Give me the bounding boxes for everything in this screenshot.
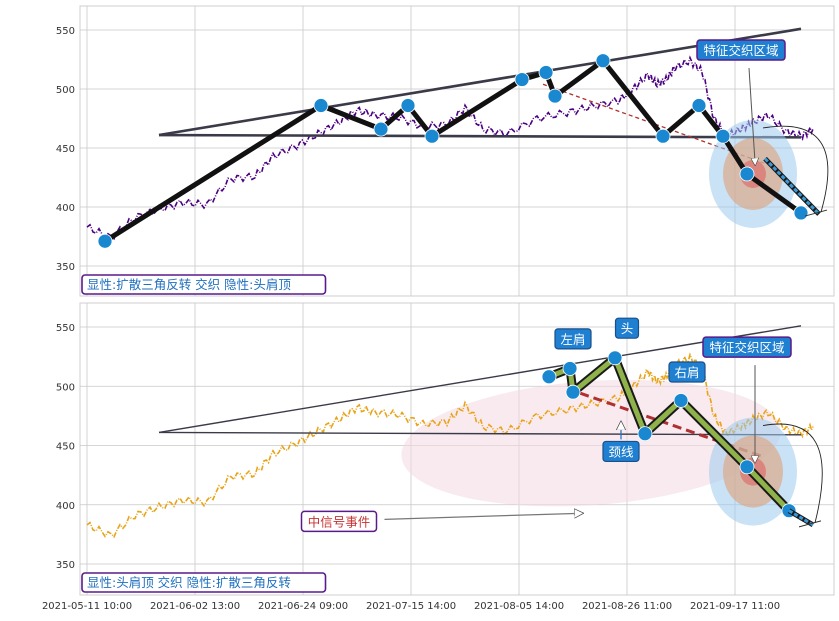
projection-tick (798, 520, 822, 528)
zone-arrow (748, 68, 755, 162)
pattern-node (313, 98, 329, 113)
y-tick-label: 550 (56, 323, 75, 334)
zone-label: 特征交织区域 (703, 43, 778, 58)
trendline-lower (158, 133, 802, 139)
signal-label: 中信号事件 (308, 514, 371, 529)
pattern-node (97, 233, 113, 249)
trendline-upper (158, 325, 802, 434)
x-tick-label: 2021-07-15 14:00 (366, 601, 456, 612)
projection-tick (804, 209, 828, 217)
pattern-node (373, 121, 389, 137)
pattern-node (595, 53, 611, 69)
x-tick-label: 2021-08-26 11:00 (582, 601, 672, 612)
x-axis: 2021-05-11 10:00 2021-06-02 13:00 2021-06-… (42, 601, 780, 612)
pattern-node (565, 384, 581, 400)
caption-text: 显性:扩散三角反转 交织 隐性:头肩顶 (87, 277, 291, 292)
y-tick-label: 350 (56, 262, 75, 273)
trendline-lower (158, 431, 802, 436)
pattern-node (562, 361, 578, 376)
trendline-upper (158, 27, 802, 137)
pattern-node (793, 205, 809, 221)
x-tick-label: 2021-06-24 09:00 (258, 601, 348, 612)
pattern-node (691, 98, 707, 113)
caption-text: 显性:头肩顶 交织 隐性:扩散三角反转 (87, 575, 291, 590)
x-tick-label: 2021-08-05 14:00 (474, 601, 564, 612)
pattern-node (637, 426, 653, 442)
pattern-node (607, 350, 623, 366)
zone-badge (696, 39, 786, 61)
projection-line (763, 157, 821, 216)
pattern-node (739, 166, 755, 182)
zone-badge (702, 336, 792, 358)
y-tick-label: 400 (56, 203, 75, 214)
pattern-label: 右肩 (674, 365, 699, 380)
pattern-node (514, 72, 530, 87)
projection-line (788, 509, 814, 527)
x-tick-label: 2021-06-02 13:00 (150, 601, 240, 612)
pattern-badge (602, 440, 640, 463)
y-tick-label: 450 (56, 442, 75, 453)
projection-arc (762, 423, 823, 524)
pattern-badge (554, 328, 592, 350)
plot-body (86, 27, 829, 249)
price-series-line (86, 352, 814, 539)
pattern-node (547, 88, 563, 104)
zone-label: 特征交织区域 (709, 340, 784, 355)
x-tick-label: 2021-09-17 11:00 (690, 601, 780, 612)
pattern-badge (614, 317, 640, 339)
pattern-badge (668, 361, 706, 383)
pattern-node (400, 98, 416, 113)
caption-box (81, 274, 327, 295)
y-tick-label: 500 (56, 382, 75, 393)
y-tick-label: 550 (56, 26, 75, 37)
pattern-label: 颈线 (608, 444, 634, 459)
x-tick-label: 2021-05-11 10:00 (42, 601, 132, 612)
pattern-node (715, 128, 731, 144)
y-tick-label: 350 (56, 560, 75, 571)
pattern-node (424, 128, 440, 144)
pattern-label: 左肩 (560, 332, 585, 347)
pattern-node (673, 393, 689, 408)
projection-arc (762, 125, 829, 213)
pattern-node (739, 459, 755, 475)
pattern-node (655, 128, 671, 144)
plot-body (86, 325, 823, 539)
pattern-node (541, 369, 557, 385)
signal-arrow (384, 513, 580, 520)
y-tick-label: 500 (56, 85, 75, 96)
signal-badge (300, 510, 378, 533)
y-tick-label: 400 (56, 501, 75, 512)
y-tick-label: 450 (56, 144, 75, 155)
pattern-label: 头 (621, 321, 634, 336)
caption-box (81, 572, 327, 593)
pattern-node (538, 65, 554, 80)
